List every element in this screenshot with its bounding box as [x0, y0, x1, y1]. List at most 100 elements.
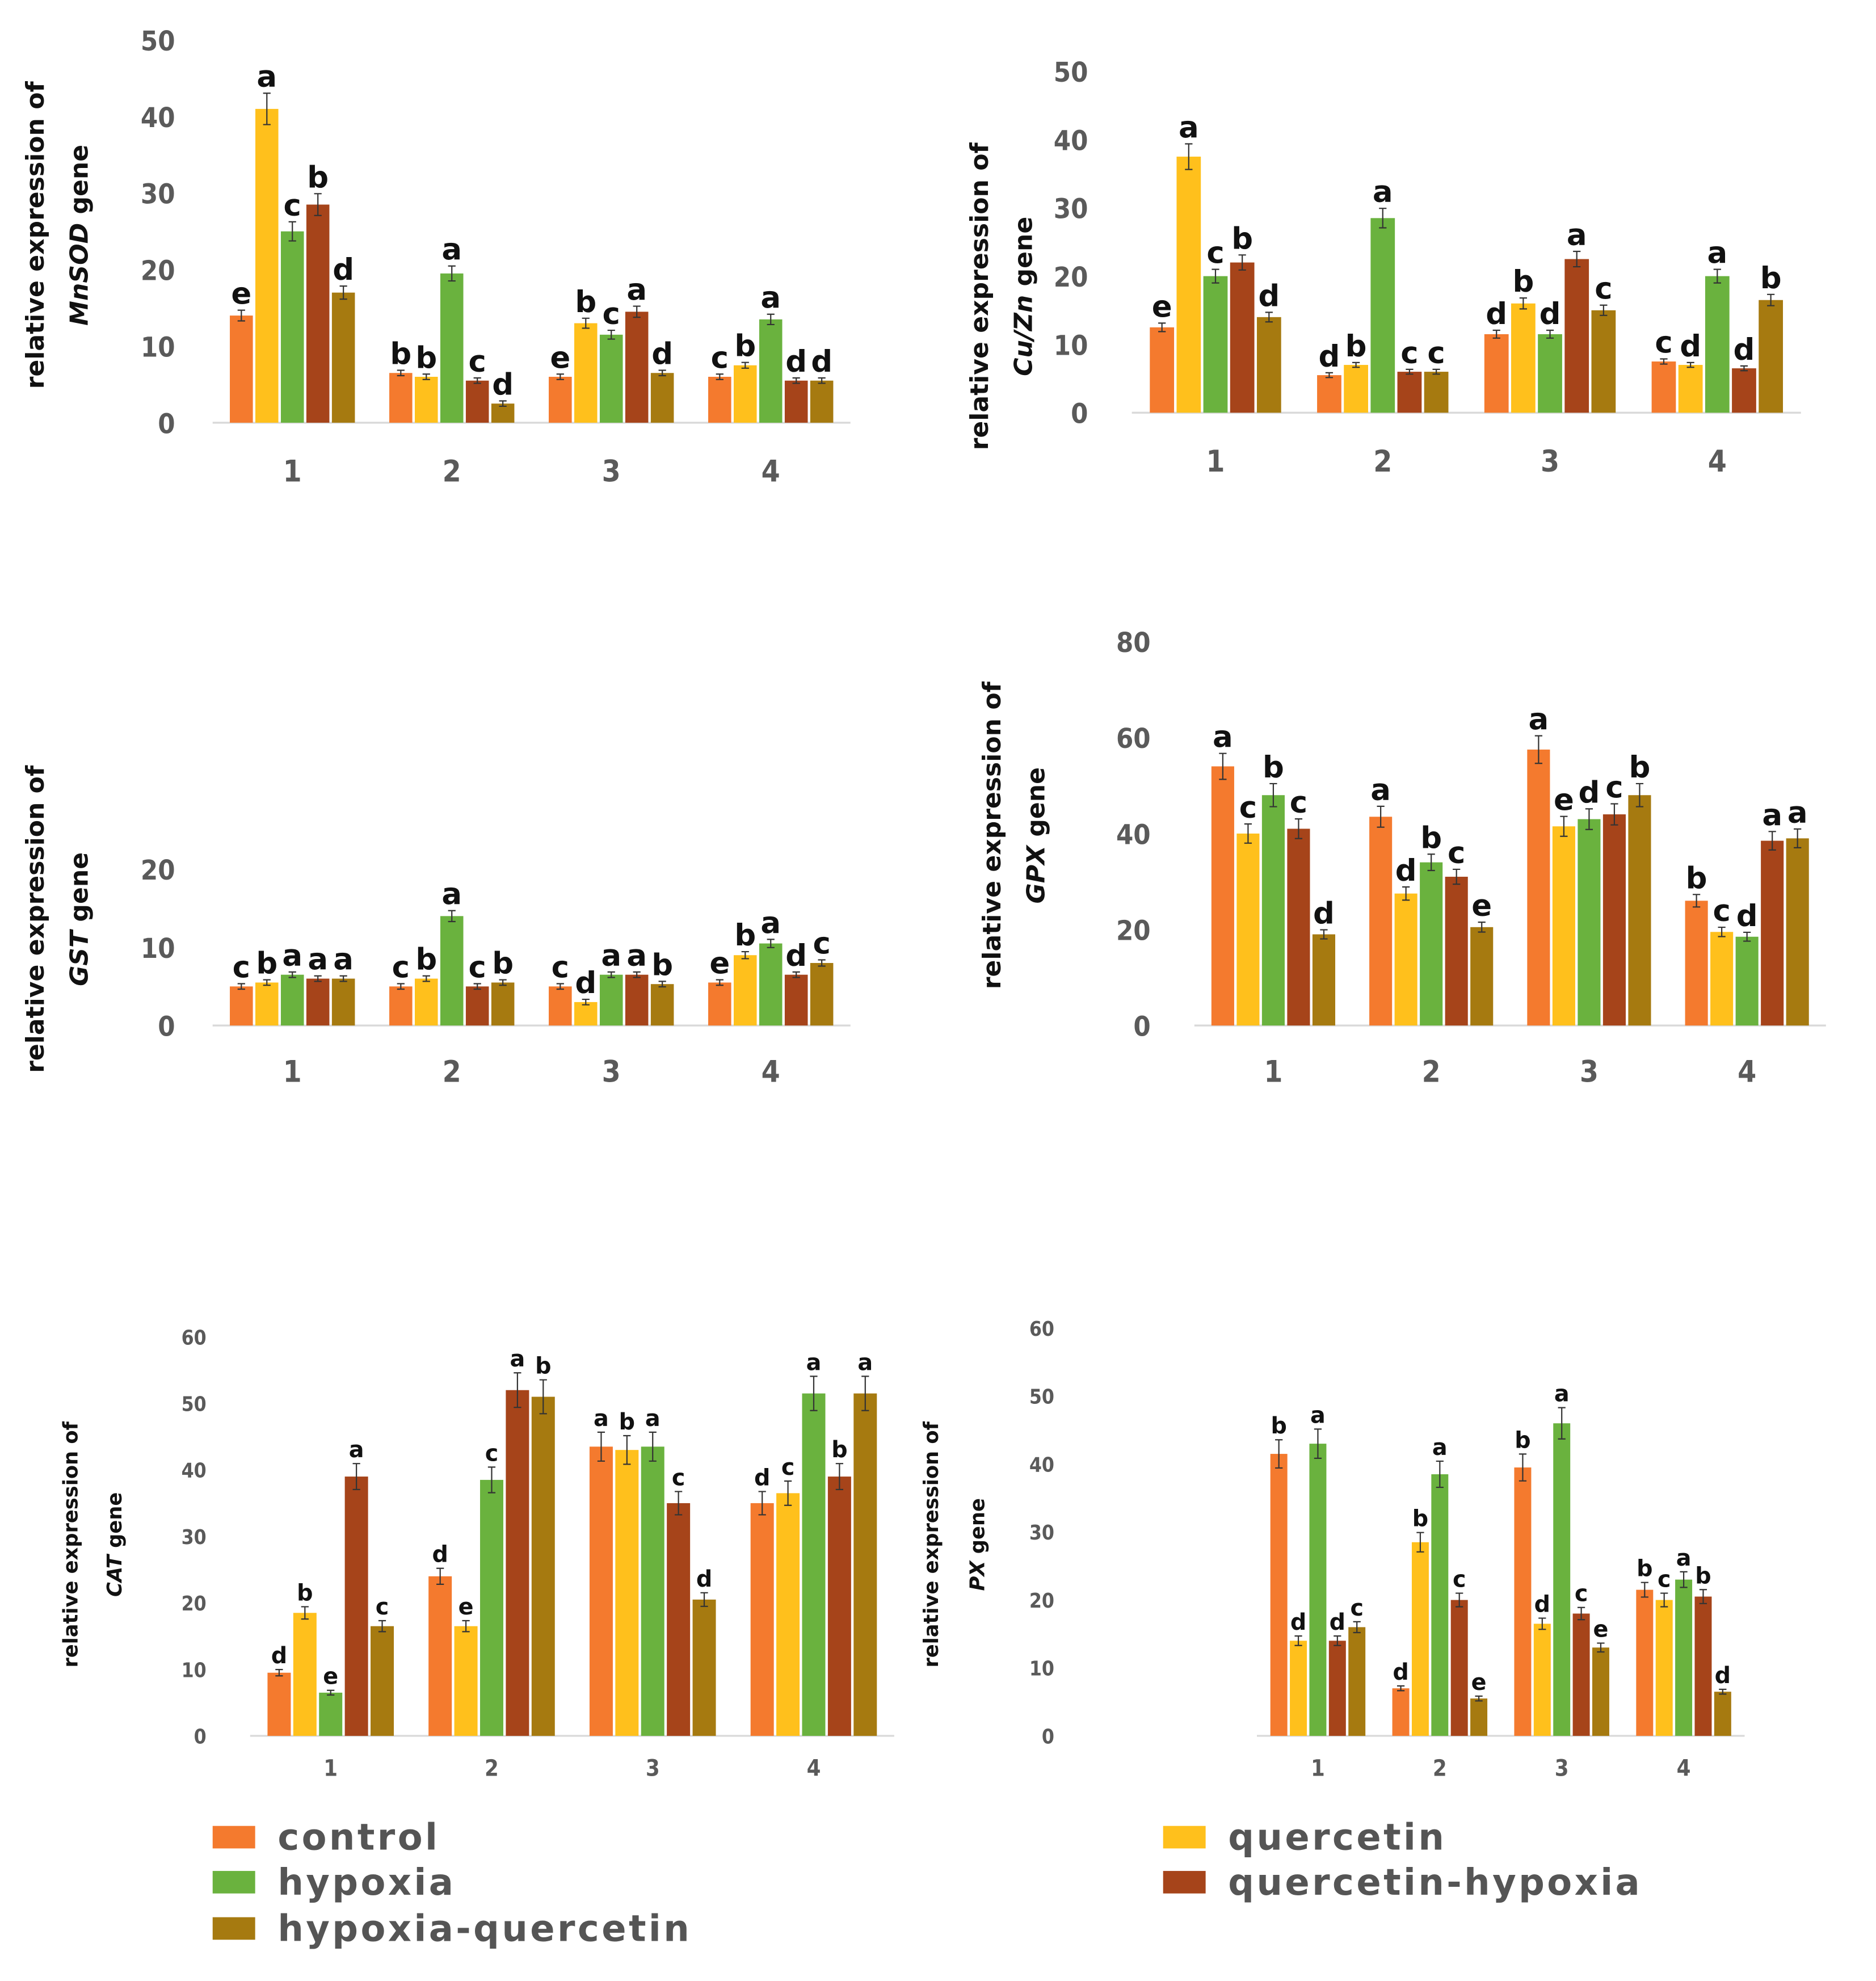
significance-letter: d — [1736, 899, 1758, 933]
legend-swatch — [1163, 1871, 1206, 1894]
error-bar — [1294, 1635, 1302, 1646]
bar-quercetin — [574, 323, 598, 423]
x-tick-label: 1 — [283, 455, 302, 489]
error-bar — [263, 92, 271, 125]
significance-letter: b — [651, 948, 673, 982]
significance-letter: d — [1486, 297, 1507, 331]
error-bar — [716, 373, 724, 380]
bar-hypoxia-quercetin — [1470, 1698, 1488, 1736]
significance-letter: d — [492, 367, 514, 402]
bar-hypoxia — [1553, 1423, 1571, 1736]
significance-letter: a — [594, 1406, 609, 1432]
error-bar — [1436, 1460, 1444, 1488]
error-bar — [1519, 297, 1527, 310]
bar-quercetin-hypoxia — [1328, 1641, 1346, 1736]
bar-quercetin-hypoxia — [784, 974, 808, 1026]
legend-swatch — [1163, 1826, 1206, 1849]
significance-letter: e — [1471, 1669, 1487, 1696]
bar-quercetin — [293, 1613, 317, 1736]
bar-hypoxia-quercetin — [1256, 317, 1281, 413]
significance-letter: d — [785, 344, 807, 379]
error-bar — [700, 1592, 708, 1607]
bar-quercetin-hypoxia — [1397, 372, 1422, 413]
significance-letter: a — [1567, 218, 1587, 253]
significance-letter: c — [233, 950, 250, 985]
bar-control — [389, 373, 413, 423]
error-bar — [1600, 304, 1608, 316]
bar-control — [230, 316, 253, 423]
error-bar — [792, 377, 800, 384]
x-tick-label: 2 — [1373, 444, 1392, 479]
significance-letter: b — [1263, 750, 1284, 785]
error-bar — [1560, 815, 1568, 837]
bar-hypoxia-quercetin — [1312, 934, 1336, 1026]
error-bar — [1686, 361, 1694, 368]
bar-quercetin-hypoxia — [1761, 840, 1784, 1026]
bar-hypoxia — [440, 273, 464, 423]
error-bar — [1185, 143, 1193, 170]
y-tick-label: 10 — [182, 1659, 207, 1682]
legend-label: hypoxia — [277, 1862, 456, 1904]
error-bar — [1432, 368, 1440, 375]
bar-control — [1685, 901, 1708, 1026]
bar-hypoxia — [1420, 862, 1443, 1026]
significance-letter: b — [1686, 861, 1707, 895]
error-bar — [1519, 1453, 1527, 1482]
significance-letter: b — [1512, 264, 1534, 299]
bar-hypoxia — [1705, 276, 1730, 413]
y-axis-label-line2: CAT gene — [103, 1492, 127, 1597]
y-axis-label-line2: GST gene — [65, 852, 94, 986]
bar-quercetin — [1710, 932, 1734, 1026]
x-tick-label: 3 — [602, 1054, 621, 1089]
error-bar — [1379, 208, 1387, 229]
bar-hypoxia-quercetin — [1786, 838, 1809, 1026]
significance-letter: a — [510, 1346, 525, 1372]
bar-hypoxia-quercetin — [692, 1599, 716, 1736]
y-tick-label: 30 — [1054, 194, 1088, 225]
bar-hypoxia — [440, 916, 464, 1026]
significance-letter: c — [1575, 1581, 1588, 1607]
y-axis-label-suffix: gene — [966, 1498, 990, 1561]
significance-letter: d — [1578, 775, 1600, 810]
error-bar — [1692, 894, 1701, 908]
y-axis-label-line2: GPX gene — [1021, 767, 1050, 903]
significance-letter: d — [696, 1566, 712, 1592]
legend-label: quercetin — [1228, 1817, 1446, 1859]
significance-letter: a — [626, 939, 647, 973]
error-bar — [633, 305, 641, 318]
chart-panel-px: 0 10 20 30 40 50 60 relative expression of PX ge… — [920, 1318, 1745, 1782]
bar-control — [1651, 361, 1676, 413]
significance-letter: b — [390, 337, 411, 372]
error-bar — [1269, 783, 1277, 807]
error-bar — [716, 979, 724, 986]
bar-hypoxia — [1735, 936, 1759, 1026]
bar-hypoxia — [599, 334, 623, 423]
bar-quercetin-hypoxia — [344, 1477, 368, 1736]
significance-letter: b — [535, 1353, 551, 1379]
error-bar — [597, 1431, 605, 1462]
bar-quercetin — [1394, 893, 1417, 1026]
bar-quercetin — [776, 1493, 800, 1736]
bar-quercetin-hypoxia — [1450, 1600, 1468, 1736]
error-bar — [1334, 1635, 1341, 1646]
y-axis-label-suffix: gene — [1009, 217, 1038, 295]
significance-letter: e — [1554, 783, 1574, 818]
error-bar — [1718, 926, 1726, 937]
y-axis-label-line1: relative expression of — [21, 81, 50, 389]
x-tick-label: 4 — [807, 1756, 821, 1782]
significance-letter: a — [601, 939, 621, 973]
bar-quercetin — [1411, 1542, 1429, 1736]
chart-panel-cu-zn: 0 10 20 30 40 50 relative expression of Cu/Zn g… — [965, 57, 1801, 479]
significance-letter: a — [760, 281, 781, 316]
error-bar — [784, 1480, 792, 1506]
bar-control — [1211, 766, 1234, 1026]
error-bar — [288, 971, 296, 978]
y-tick-label: 40 — [1116, 819, 1151, 851]
y-tick-label: 20 — [141, 855, 175, 886]
bar-quercetin — [574, 1002, 598, 1026]
bar-quercetin-hypoxia — [306, 204, 330, 423]
bar-hypoxia-quercetin — [650, 984, 674, 1026]
y-tick-label: 40 — [141, 102, 175, 134]
bar-hypoxia-quercetin — [331, 292, 355, 423]
error-bar — [1320, 929, 1328, 940]
